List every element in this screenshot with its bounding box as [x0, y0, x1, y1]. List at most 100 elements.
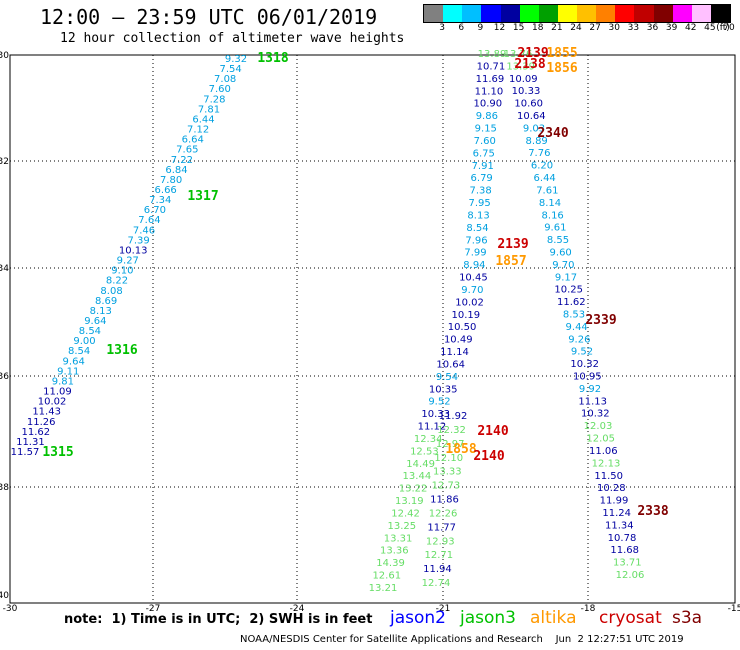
legend-label: 9 — [477, 23, 484, 33]
legend-label: 12 — [493, 23, 506, 33]
legend-label: 27 — [589, 23, 601, 33]
swh-value: 8.13 — [467, 210, 489, 221]
swh-value: 6.79 — [471, 173, 493, 184]
swh-value: 8.69 — [95, 296, 117, 307]
swh-value: 8.94 — [463, 260, 485, 271]
legend-swatch — [691, 5, 711, 22]
swh-value: 9.64 — [84, 316, 106, 327]
swh-value: 7.60 — [474, 136, 496, 147]
swh-value: 13.39 — [506, 61, 535, 72]
swh-value: 13.19 — [395, 496, 424, 507]
legend-label: 36 — [646, 23, 659, 33]
swh-value: 11.77 — [427, 522, 456, 533]
pass-label: 1857 — [495, 254, 526, 269]
swh-value: 6.20 — [531, 161, 553, 172]
credit-line: NOAA/NESDIS Center for Satellite Applica… — [240, 634, 684, 645]
pass-label: 2140 — [473, 449, 504, 464]
legend-swatch — [462, 5, 482, 22]
swh-value: 11.14 — [440, 347, 469, 358]
swh-value: 11.31 — [16, 437, 45, 448]
x-tick-label: -18 — [581, 604, 596, 614]
pass-label: 1316 — [106, 343, 137, 358]
swh-value: 6.70 — [144, 205, 166, 216]
swh-value: 7.65 — [176, 145, 198, 156]
swh-value: 11.43 — [32, 407, 61, 418]
swh-value: 10.32 — [570, 359, 599, 370]
swh-value: 11.57 — [11, 447, 40, 458]
swh-value: 10.19 — [451, 310, 480, 321]
pass-label: 1856 — [546, 61, 577, 76]
legend-label: 45 — [704, 23, 716, 33]
swh-value: 6.75 — [473, 148, 495, 159]
plot-frame — [9, 54, 736, 604]
pass-label: 2138 — [514, 57, 545, 72]
legend-swatch — [672, 5, 692, 22]
swh-value: 8.54 — [466, 223, 488, 234]
swh-value: 14.49 — [406, 459, 435, 470]
swh-value: 13.71 — [613, 558, 642, 569]
swh-value: 9.52 — [571, 347, 593, 358]
swh-value: 7.46 — [133, 225, 155, 236]
swh-value: 11.24 — [602, 508, 631, 519]
swh-value: 9.11 — [57, 366, 79, 377]
swh-value: 12.26 — [429, 508, 458, 519]
swh-value: 7.64 — [138, 215, 160, 226]
swh-value: 11.12 — [418, 422, 447, 433]
pass-label: 1858 — [445, 442, 476, 457]
y-tick-label: -36 — [0, 372, 9, 382]
swh-value: 11.62 — [22, 427, 51, 438]
pass-label: 1855 — [546, 46, 577, 61]
y-tick-label: -40 — [0, 591, 9, 601]
swh-value: 9.86 — [476, 111, 498, 122]
swh-value: 10.60 — [514, 99, 543, 110]
swh-value: 12.74 — [422, 578, 451, 589]
swh-value: 12.93 — [426, 536, 455, 547]
legend-swatch — [596, 5, 616, 22]
swh-value: 13.36 — [380, 546, 409, 557]
swh-value: 7.08 — [214, 74, 236, 85]
legend-swatch — [634, 5, 654, 22]
swh-value: 11.69 — [476, 74, 505, 85]
swh-value: 12.03 — [584, 421, 613, 432]
swh-value: 12.32 — [437, 425, 466, 436]
legend-swatch — [710, 5, 730, 22]
swh-value: 7.61 — [536, 185, 558, 196]
swh-value: 7.12 — [187, 125, 209, 136]
legend-label: 6 — [458, 23, 465, 33]
swh-value: 8.54 — [68, 346, 90, 357]
swh-value: 12.73 — [432, 481, 461, 492]
y-tick-label: -38 — [0, 483, 9, 493]
legend-label: 24 — [570, 23, 582, 33]
swh-value: 11.34 — [605, 520, 634, 531]
swh-value: 10.32 — [581, 409, 610, 420]
swh-value: 7.60 — [209, 84, 231, 95]
map-subtitle: 12 hour collection of altimeter wave hei… — [60, 31, 405, 46]
swh-value: 9.00 — [73, 336, 95, 347]
swh-value: 8.14 — [539, 198, 561, 209]
swh-value: 6.64 — [182, 135, 204, 146]
swh-value: 14.39 — [376, 558, 405, 569]
swh-value: 9.92 — [579, 384, 601, 395]
swh-value: 11.09 — [43, 387, 72, 398]
swh-value: 12.10 — [434, 453, 463, 464]
pass-label: 2139 — [497, 237, 528, 252]
legend-swatch — [615, 5, 635, 22]
swh-value: 9.03 — [523, 123, 545, 134]
swh-value: 7.54 — [219, 64, 241, 75]
legend-swatch — [557, 5, 577, 22]
y-tick-label: -32 — [0, 157, 9, 167]
x-tick-label: -30 — [3, 604, 18, 614]
swh-value: 10.78 — [608, 533, 637, 544]
swh-value: 13.89 — [478, 49, 507, 60]
swh-value: 10.28 — [597, 483, 626, 494]
pass-label: 1318 — [257, 51, 288, 66]
pass-label: 2340 — [537, 126, 568, 141]
legend-label: 3 — [439, 23, 445, 33]
legend-swatch — [481, 5, 501, 22]
swh-value: 10.71 — [477, 61, 506, 72]
swh-value: 11.26 — [27, 417, 56, 428]
swh-value: 10.64 — [517, 111, 546, 122]
y-tick-label: -34 — [0, 264, 9, 274]
legend-label: 42 — [685, 23, 697, 33]
